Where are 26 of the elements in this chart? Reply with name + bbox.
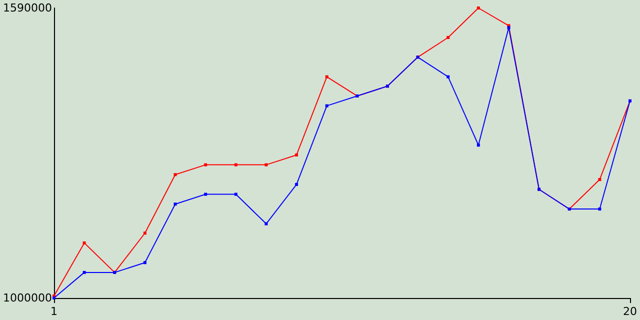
x-tick-label: 1 (50, 305, 58, 318)
point (82, 270, 86, 274)
point (264, 222, 268, 226)
point (174, 202, 177, 206)
point (446, 36, 450, 39)
x-tick-label: 20 (623, 305, 637, 318)
point (234, 192, 238, 196)
point (204, 163, 208, 166)
point (264, 163, 268, 166)
point (295, 153, 298, 156)
point (174, 173, 177, 176)
point (295, 182, 298, 186)
point (204, 192, 208, 196)
point (598, 208, 602, 211)
point (82, 241, 86, 244)
point (325, 75, 328, 78)
point (143, 261, 146, 264)
point (325, 104, 328, 108)
point (446, 75, 450, 78)
point (598, 178, 602, 182)
point (476, 6, 480, 10)
point (476, 144, 480, 147)
point (234, 163, 238, 166)
point (143, 232, 146, 235)
y-tick-label: 1590000 (2, 2, 52, 14)
y-tick-label: 1000000 (2, 292, 52, 304)
